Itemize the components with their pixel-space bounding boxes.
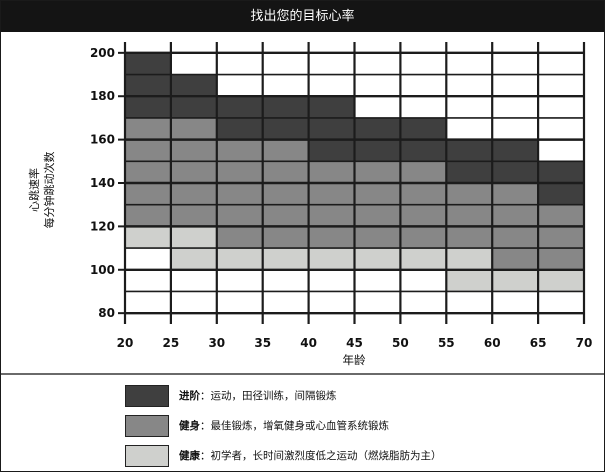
zone-fitness-age-55: [446, 183, 493, 249]
x-tick-label: 55: [438, 336, 455, 350]
x-tick-label: 70: [576, 336, 593, 350]
zone-healthy-age-40: [308, 248, 355, 270]
x-tick-label: 40: [300, 336, 317, 350]
legend-swatch-fitness: [125, 415, 169, 437]
legend-desc: ：运动，田径训练，间隔锻炼: [200, 390, 337, 402]
zone-healthy-age-35: [262, 248, 309, 270]
zone-healthy-age-20: [125, 226, 171, 249]
y-tick-labels: 200 180 160 140 120 100 80: [90, 46, 125, 320]
legend-text-advanced: 进阶：运动，田径训练，间隔锻炼: [179, 388, 337, 403]
zone-healthy-age-45: [354, 248, 401, 270]
x-tick-labels: 20 25 30 35 40 45 50 55 60 65 70: [117, 336, 593, 350]
y-tick-label: 120: [90, 219, 115, 233]
x-tick-label: 50: [392, 336, 409, 350]
legend-term: 健身: [179, 420, 200, 432]
y-tick-label: 140: [90, 176, 115, 190]
zone-fitness-age-30: [216, 139, 263, 249]
x-tick-label: 25: [163, 336, 180, 350]
legend-desc: ：最佳锻炼，增氧健身或心血管系统锻炼: [200, 420, 389, 432]
y-tick-label: 80: [98, 306, 115, 320]
zone-healthy-age-60: [492, 269, 539, 292]
legend-text-fitness: 健身：最佳锻炼，增氧健身或心血管系统锻炼: [179, 418, 389, 433]
x-axis-label: 年龄: [343, 353, 366, 367]
zone-healthy-age-30: [216, 248, 263, 270]
y-tick-label: 200: [90, 46, 115, 60]
y-axis-label-line2: 每分钟跳动次数: [42, 152, 56, 229]
chart-title: 找出您的目标心率: [1, 1, 604, 32]
legend-term: 进阶: [179, 390, 200, 402]
x-tick-label: 20: [117, 336, 134, 350]
x-tick-label: 35: [254, 336, 271, 350]
zone-fitness-age-35: [262, 139, 309, 249]
legend-swatch-healthy: [125, 445, 169, 467]
zone-fitness-age-65: [538, 204, 584, 270]
zone-fitness-age-25: [170, 117, 217, 227]
legend-desc: ：初学者，长时间激烈度低之运动（燃烧脂肪为主）: [200, 450, 442, 462]
chart-grid: [123, 42, 586, 324]
zone-healthy-age-65: [538, 269, 584, 292]
heart-rate-chart: 20 25 30 35 40 45 50 55 60 65 70 200 180 160 140 120 10…: [27, 42, 593, 367]
x-tick-label: 65: [530, 336, 547, 350]
legend-text-healthy: 健康：初学者，长时间激烈度低之运动（燃烧脂肪为主）: [179, 448, 442, 463]
zone-fitness-age-20: [125, 117, 171, 227]
y-axis-label-line1: 心跳速率: [27, 168, 41, 212]
zone-advanced-age-20: [125, 52, 171, 118]
y-tick-label: 160: [90, 133, 115, 147]
legend-swatch-advanced: [125, 385, 169, 407]
y-tick-label: 180: [90, 89, 115, 103]
y-tick-label: 100: [90, 263, 115, 277]
legend-term: 健康: [179, 450, 200, 462]
x-tick-label: 30: [208, 336, 225, 350]
zone-advanced-age-40: [308, 96, 355, 162]
legend-divider: [1, 373, 604, 375]
x-tick-label: 60: [484, 336, 501, 350]
zone-healthy-age-50: [400, 248, 447, 270]
zone-cells: [125, 52, 584, 292]
x-tick-label: 45: [346, 336, 363, 350]
